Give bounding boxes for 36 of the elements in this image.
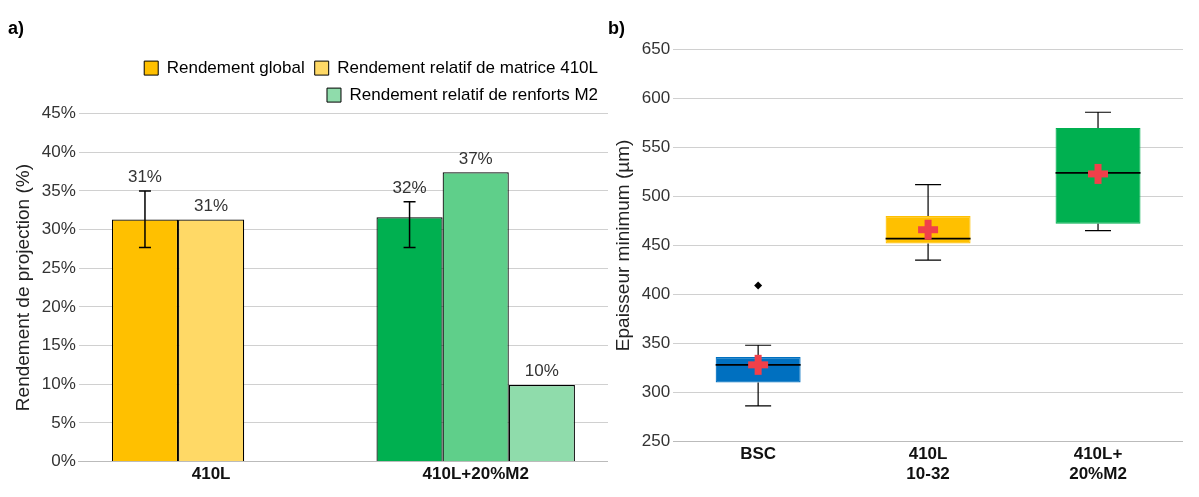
x-tick-label: 410L+ 20%M2	[1069, 444, 1127, 484]
y-tick-label: 300	[641, 381, 671, 401]
x-tick-label: 410L 10-32	[906, 444, 950, 484]
y-tick-label: 15%	[41, 335, 76, 355]
x-tick-label: BSC	[740, 444, 777, 464]
y-tick-label: 450	[641, 235, 671, 255]
x-tick-label: 410L	[191, 464, 231, 484]
y-tick-label: 350	[641, 332, 671, 352]
data-label: 37%	[458, 148, 493, 168]
x-tick-label: 410L+20%M2	[422, 464, 529, 484]
y-tick-label: 45%	[41, 103, 76, 123]
chart-title: a)	[8, 17, 25, 38]
legend-label: Rendement relatif de renforts M2	[349, 84, 599, 104]
y-tick-label: 650	[641, 39, 671, 59]
y-tick-label: 600	[641, 88, 671, 108]
y-tick-label: 550	[641, 137, 671, 157]
data-label: 31%	[127, 167, 162, 187]
data-label: 10%	[524, 361, 559, 381]
y-tick-label: 400	[641, 284, 671, 304]
data-label: 32%	[392, 177, 427, 197]
data-label: 31%	[194, 195, 229, 215]
y-tick-label: 500	[641, 186, 671, 206]
y-tick-label: 35%	[41, 180, 76, 200]
legend-label: Rendement relatif de matrice 410L	[337, 57, 598, 77]
y-tick-label: 0%	[51, 451, 76, 471]
y-axis-title: Epaisseur minimum (µm)	[611, 139, 633, 352]
legend-label: Rendement global	[166, 57, 305, 77]
y-tick-label: 5%	[51, 412, 76, 432]
y-tick-label: 20%	[41, 296, 76, 316]
chart-title: b)	[608, 17, 625, 38]
y-tick-label: 250	[641, 430, 671, 450]
y-tick-label: 25%	[41, 257, 76, 277]
y-axis-title: Rendement de projection (%)	[11, 164, 33, 412]
y-tick-label: 10%	[41, 373, 76, 393]
y-tick-label: 40%	[41, 141, 76, 161]
y-tick-label: 30%	[41, 219, 76, 239]
